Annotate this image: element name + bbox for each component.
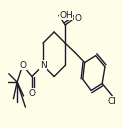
Text: O: O xyxy=(28,89,35,98)
Text: OH: OH xyxy=(59,11,73,20)
Text: Cl: Cl xyxy=(108,97,117,106)
Text: O: O xyxy=(75,14,82,23)
Text: N: N xyxy=(40,61,46,70)
Text: O: O xyxy=(19,61,26,70)
